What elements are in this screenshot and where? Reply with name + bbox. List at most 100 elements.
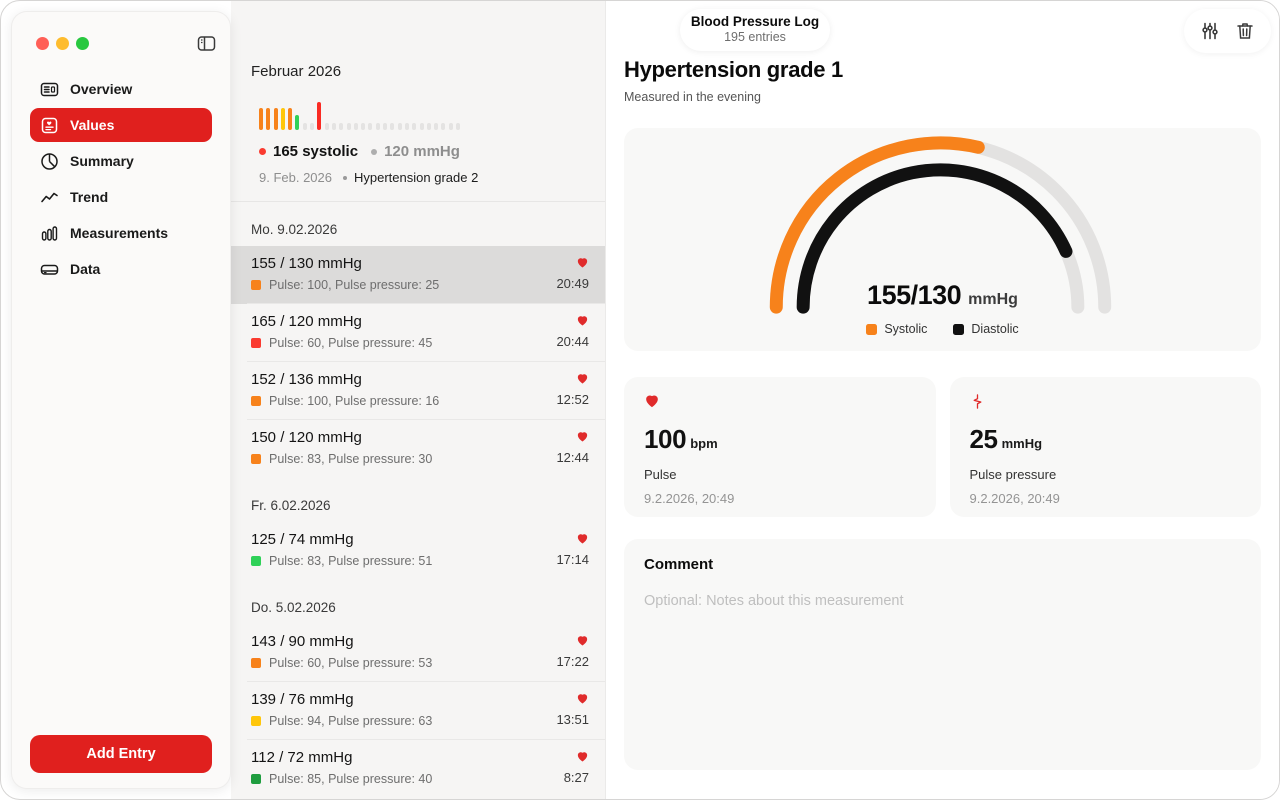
mini-chart-bar	[288, 108, 293, 130]
blood-pressure-gauge-card: 155/130 mmHg Systolic Diastolic	[624, 128, 1261, 351]
data-icon	[40, 260, 59, 279]
sidebar-item-label: Summary	[70, 153, 134, 169]
measurement-row[interactable]: 143 / 90 mmHg Pulse: 60, Pulse pressure: …	[231, 624, 605, 682]
measurement-row[interactable]: 165 / 120 mmHg Pulse: 60, Pulse pressure:…	[231, 304, 605, 362]
comment-input[interactable]	[644, 593, 1241, 758]
gauge-chart	[769, 136, 1112, 314]
pulse-detail: Pulse: 83, Pulse pressure: 51	[269, 554, 433, 568]
mini-chart-bar	[331, 123, 336, 130]
mini-chart-bar	[426, 123, 431, 130]
month-summary-date: 9. Feb. 2026	[259, 170, 332, 185]
gauge-unit: mmHg	[968, 291, 1018, 308]
month-mini-bar-chart	[259, 102, 589, 130]
mini-chart-bar	[339, 123, 344, 130]
sidebar-item-label: Trend	[70, 189, 109, 205]
filter-sliders-icon[interactable]	[1200, 21, 1220, 41]
sidebar-nav: Overview Values Summary Trend Measurements Da…	[12, 70, 230, 288]
stat-label: Pulse	[644, 467, 677, 482]
close-window-button[interactable]	[36, 37, 49, 50]
measurement-list-column: Februar 2026 165 systolic 120 mmHg 9. Fe…	[231, 1, 605, 799]
heart-icon	[564, 751, 589, 765]
category-color-icon	[251, 658, 261, 668]
measurement-row[interactable]: 152 / 136 mmHg Pulse: 100, Pulse pressure…	[231, 362, 605, 420]
stat-timestamp: 9.2.2026, 20:49	[969, 491, 1060, 506]
add-entry-button[interactable]: Add Entry	[30, 735, 212, 773]
heart-icon	[556, 635, 589, 649]
row-left: 155 / 130 mmHg Pulse: 100, Pulse pressure…	[251, 255, 439, 304]
entry-count: 195 entries	[724, 30, 786, 44]
bp-value: 143 / 90 mmHg	[251, 633, 354, 650]
pulse-detail: Pulse: 60, Pulse pressure: 53	[269, 656, 433, 670]
trash-icon[interactable]	[1235, 21, 1255, 41]
row-left: 139 / 76 mmHg Pulse: 94, Pulse pressure: …	[251, 691, 432, 740]
sidebar-item-label: Values	[70, 117, 115, 133]
window-title-pill: Blood Pressure Log 195 entries	[680, 9, 830, 51]
mini-chart-bar	[404, 123, 409, 130]
mini-chart-bar	[390, 123, 395, 130]
group-rows: 155 / 130 mmHg Pulse: 100, Pulse pressure…	[231, 246, 605, 478]
sidebar-toggle-icon[interactable]	[197, 34, 216, 53]
stat-value: 100	[644, 424, 687, 454]
mini-chart-bar	[412, 123, 417, 130]
row-left: 152 / 136 mmHg Pulse: 100, Pulse pressure…	[251, 371, 439, 420]
measurement-row[interactable]: 139 / 76 mmHg Pulse: 94, Pulse pressure: …	[231, 682, 605, 740]
stat-label: Pulse pressure	[969, 467, 1057, 482]
mini-chart-bar	[441, 123, 446, 130]
sidebar-item-trend[interactable]: Trend	[30, 180, 212, 214]
bp-value: 112 / 72 mmHg	[251, 749, 353, 766]
mini-chart-bar	[434, 123, 439, 130]
mini-chart-bar	[397, 123, 402, 130]
measurement-time: 20:49	[556, 276, 589, 291]
mini-chart-bar	[346, 123, 351, 130]
bp-value: 155 / 130 mmHg	[251, 255, 362, 272]
mini-chart-bar	[353, 123, 358, 130]
diastolic-dot-icon	[371, 148, 378, 155]
traffic-lights	[36, 37, 89, 50]
pulse-pressure-card: 25 mmHg Pulse pressure 9.2.2026, 20:49	[949, 377, 1261, 517]
bp-value: 125 / 74 mmHg	[251, 531, 354, 548]
month-max-diastolic: 120 mmHg	[384, 143, 460, 160]
row-right: 20:44	[556, 313, 589, 362]
measurement-row[interactable]: 112 / 72 mmHg Pulse: 85, Pulse pressure: …	[231, 740, 605, 798]
measurement-row[interactable]: 155 / 130 mmHg Pulse: 100, Pulse pressure…	[231, 246, 605, 304]
legend-label: Diastolic	[971, 322, 1019, 336]
sidebar-item-summary[interactable]: Summary	[30, 144, 212, 178]
heart-icon	[644, 394, 916, 412]
pulse-detail: Pulse: 100, Pulse pressure: 16	[269, 394, 440, 408]
month-summary-line: 165 systolic 120 mmHg	[259, 143, 589, 160]
overview-icon	[40, 80, 59, 99]
sidebar-item-label: Data	[70, 261, 101, 277]
sidebar-item-data[interactable]: Data	[30, 252, 212, 286]
heart-icon	[556, 257, 589, 271]
gauge-systolic-arc	[769, 136, 985, 314]
legend-swatch-icon	[953, 323, 965, 335]
row-left: 165 / 120 mmHg Pulse: 60, Pulse pressure:…	[251, 313, 432, 362]
gauge-reading: 155/130	[867, 280, 962, 310]
mini-chart-bar	[302, 123, 307, 130]
measurement-row[interactable]: 150 / 120 mmHg Pulse: 83, Pulse pressure:…	[231, 420, 605, 478]
minimize-window-button[interactable]	[56, 37, 69, 50]
mini-chart-bar	[448, 123, 453, 130]
row-right: 17:14	[556, 531, 589, 580]
row-right: 12:44	[556, 429, 589, 478]
group-date-header: Do. 5.02.2026	[251, 600, 336, 615]
mini-chart-bar	[259, 108, 263, 130]
sidebar-item-measurements[interactable]: Measurements	[30, 216, 212, 250]
row-left: 112 / 72 mmHg Pulse: 85, Pulse pressure: …	[251, 749, 432, 798]
zoom-window-button[interactable]	[76, 37, 89, 50]
category-color-icon	[251, 774, 261, 784]
measurement-time: 8:27	[563, 770, 589, 785]
sidebar-item-values[interactable]: Values	[30, 108, 212, 142]
sidebar-item-overview[interactable]: Overview	[30, 72, 212, 106]
measurement-row[interactable]: 125 / 74 mmHg Pulse: 83, Pulse pressure: …	[231, 522, 605, 580]
pulse-pressure-icon	[970, 394, 1242, 412]
summary-icon	[40, 152, 59, 171]
heart-icon	[556, 373, 589, 387]
classification-title: Hypertension grade 1	[624, 57, 843, 82]
group-rows: 125 / 74 mmHg Pulse: 83, Pulse pressure: …	[231, 522, 605, 580]
separator-dot-icon	[343, 175, 347, 180]
stat-unit: mmHg	[1001, 436, 1043, 451]
legend-item: Systolic	[866, 322, 927, 336]
measurements-icon	[40, 224, 59, 243]
mini-chart-bar	[280, 108, 285, 130]
